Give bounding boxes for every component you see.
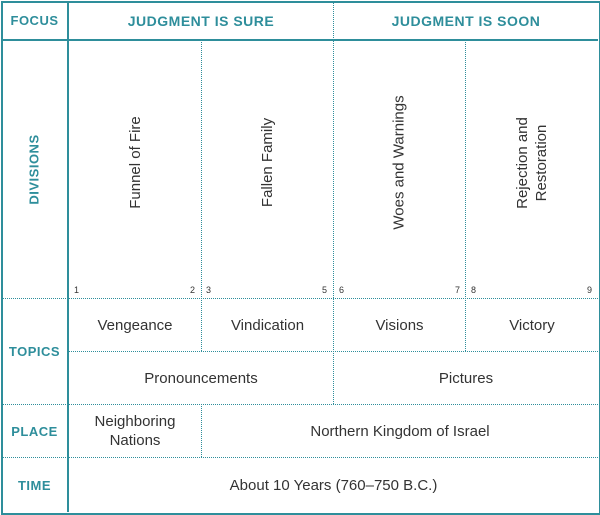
topics-label: TOPICS [8,344,61,359]
place-neighboring-nations: Neighboring Nations [69,405,201,457]
topic-visions: Visions [375,316,424,334]
division-separator-1 [201,39,202,351]
topics-row-separator [2,404,598,405]
division-funnel-of-fire: Funnel of Fire [69,40,201,285]
division-separator-3 [465,39,466,351]
division-1-title: Funnel of Fire [126,116,144,209]
divisions-label-text: DIVISIONS [27,133,42,205]
time-label: TIME [17,477,52,493]
topic-pictures: Pictures [438,369,494,387]
division-1-start: 1 [74,285,80,295]
focus-judgment-soon: JUDGMENT IS SOON [391,12,541,29]
division-4-end: 9 [587,285,593,295]
focus-judgment-sure: JUDGMENT IS SURE [127,12,275,29]
place-row-separator [2,457,598,458]
topic-victory: Victory [509,316,555,334]
topic-vengeance: Vengeance [97,316,173,334]
division-3-start: 6 [339,285,345,295]
focus-label: FOCUS [10,13,59,28]
time-value: About 10 Years (760–750 B.C.) [229,476,438,494]
division-fallen-family: Fallen Family [202,40,333,285]
focus-column-separator [333,2,334,404]
division-3-title: Woes and Warnings [391,95,409,230]
division-2-start: 3 [206,285,212,295]
division-4-title-line-2: Restoration [532,124,550,201]
place-neighboring-line-2: Nations [109,432,161,449]
topic-pronouncements: Pronouncements [144,369,258,387]
division-woes-and-warnings: Woes and Warnings [334,40,465,285]
division-4-title: Rejection and Restoration [513,117,551,209]
place-label: PLACE [11,423,58,439]
divisions-label: DIVISIONS [2,40,67,298]
division-3-end: 7 [455,285,461,295]
division-2-title: Fallen Family [259,117,276,208]
focus-row-separator [2,39,598,41]
division-2-end: 5 [322,285,328,295]
place-northern-kingdom: Northern Kingdom of Israel [310,422,490,440]
topic-vindication: Vindication [230,316,305,334]
divisions-row-separator [2,298,598,299]
division-4-title-line-1: Rejection and [513,116,531,209]
place-separator [201,404,202,457]
label-column-separator [67,2,69,512]
place-neighboring-line-1: Neighboring [94,413,176,430]
division-rejection-restoration: Rejection and Restoration [466,40,598,285]
division-1-end: 2 [190,285,196,295]
division-4-start: 8 [471,285,477,295]
